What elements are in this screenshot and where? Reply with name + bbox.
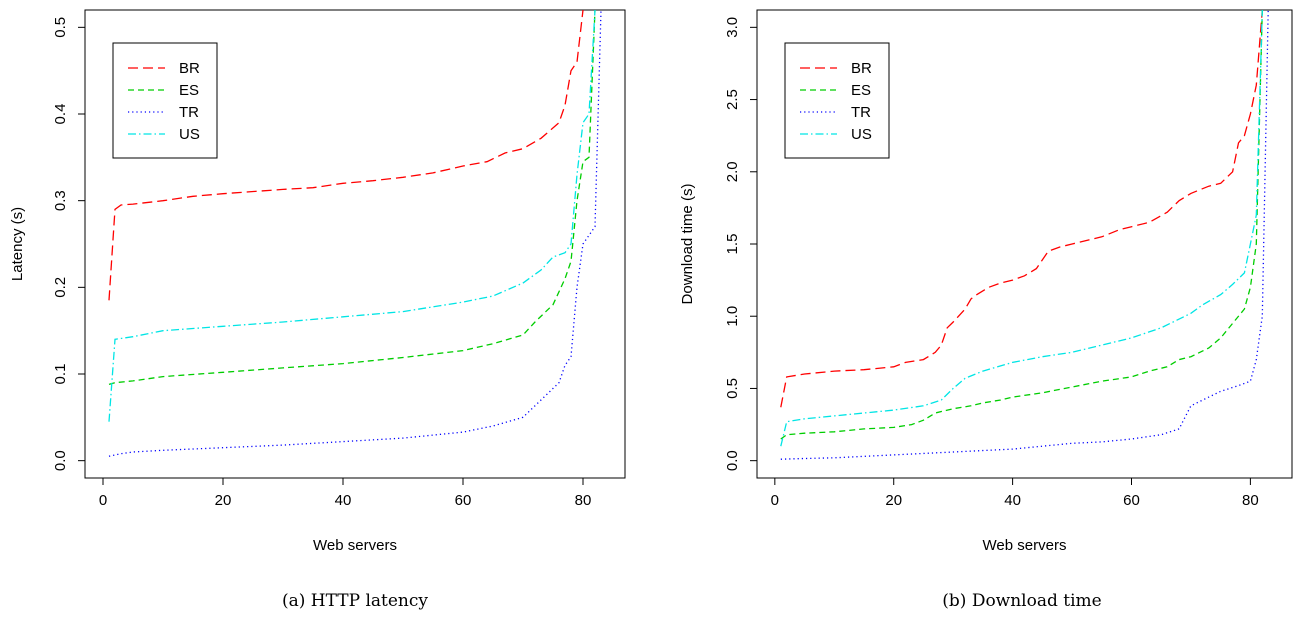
legend-box bbox=[784, 42, 890, 159]
x-tick-label: 0 bbox=[99, 492, 107, 509]
y-tick-label: 0.5 bbox=[724, 378, 741, 399]
series-line-br bbox=[108, 10, 584, 301]
legend-label-tr: TR bbox=[179, 104, 199, 121]
x-tick-label: 20 bbox=[215, 492, 232, 509]
y-tick-label: 3.0 bbox=[724, 17, 741, 38]
legend-label-es: ES bbox=[851, 82, 871, 99]
panel-latency: 0 20 40 60 80 0.0 0.1 0.2 0.3 0.4 0.5 Web servers La… bbox=[9, 9, 626, 611]
series-line-br bbox=[780, 10, 1263, 408]
series-line-es bbox=[780, 10, 1263, 440]
x-tick-label: 80 bbox=[575, 492, 592, 509]
x-tick-label: 20 bbox=[885, 492, 902, 509]
y-tick-label: 2.5 bbox=[724, 89, 741, 110]
y-tick-label: 0.4 bbox=[52, 104, 69, 125]
series-line-es bbox=[108, 10, 596, 386]
legend-box bbox=[112, 42, 218, 159]
y-tick-label: 0.1 bbox=[52, 364, 69, 385]
x-axis-label: Web servers bbox=[983, 537, 1067, 554]
y-tick-label: 1.5 bbox=[724, 234, 741, 255]
legend-label-es: ES bbox=[179, 82, 199, 99]
legend-label-br: BR bbox=[179, 60, 200, 77]
legend: BR ES TR US bbox=[112, 42, 218, 159]
panel-caption: (b) Download time bbox=[942, 591, 1101, 611]
y-tick-label: 2.0 bbox=[724, 161, 741, 182]
x-tick-label: 60 bbox=[455, 492, 472, 509]
panel-caption: (a) HTTP latency bbox=[282, 591, 428, 611]
x-tick-label: 60 bbox=[1123, 492, 1140, 509]
x-tick-label: 0 bbox=[771, 492, 779, 509]
x-tick-label: 40 bbox=[1004, 492, 1021, 509]
legend-label-us: US bbox=[851, 126, 872, 143]
series-group bbox=[108, 10, 602, 457]
legend: BR ES TR US bbox=[784, 42, 890, 159]
y-axis-label: Latency (s) bbox=[9, 207, 26, 281]
series-line-us bbox=[108, 10, 596, 422]
x-tick-label: 80 bbox=[1242, 492, 1259, 509]
x-tick-label: 40 bbox=[335, 492, 352, 509]
series-group bbox=[780, 10, 1269, 460]
legend-label-us: US bbox=[179, 126, 200, 143]
panel-download-time: 0 20 40 60 80 0.0 0.5 1.0 1.5 2.0 2.5 3.0 Web server… bbox=[679, 9, 1293, 611]
y-tick-label: 0.0 bbox=[52, 450, 69, 471]
legend-label-tr: TR bbox=[851, 104, 871, 121]
x-axis-label: Web servers bbox=[313, 537, 397, 554]
y-tick-label: 0.5 bbox=[52, 17, 69, 38]
legend-label-br: BR bbox=[851, 60, 872, 77]
y-tick-label: 0.2 bbox=[52, 277, 69, 298]
y-axis-label: Download time (s) bbox=[679, 184, 696, 305]
series-line-us bbox=[780, 10, 1263, 447]
y-tick-label: 0.0 bbox=[724, 450, 741, 471]
y-tick-label: 0.3 bbox=[52, 190, 69, 211]
plot-frame bbox=[84, 9, 626, 479]
y-tick-label: 1.0 bbox=[724, 306, 741, 327]
